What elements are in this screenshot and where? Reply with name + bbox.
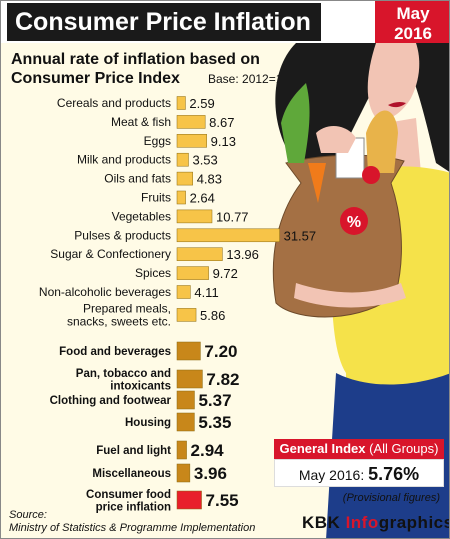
source-credit: Source: Ministry of Statistics & Program…	[9, 509, 255, 535]
bar-category-label: Cereals and products	[57, 96, 171, 110]
general-index-value: 5.76%	[368, 464, 420, 484]
bar-category-label: Oils and fats	[104, 172, 171, 186]
tomato-icon	[362, 166, 380, 184]
general-index-label-sub: (All Groups)	[369, 441, 439, 456]
bar-value-label: 13.96	[226, 247, 259, 262]
bar-category-label: Non-alcoholic beverages	[39, 285, 171, 299]
bar-category-label: Fruits	[141, 191, 171, 205]
bar-category-label: Consumer food price inflation	[86, 489, 171, 514]
bar-category-label: Clothing and footwear	[50, 395, 172, 407]
bar	[176, 152, 189, 167]
bar-category-label: Prepared meals, snacks, sweets etc.	[67, 301, 171, 328]
brand-tail: graphics	[378, 513, 450, 532]
bar-value-label: 4.11	[194, 285, 218, 300]
brand-main: KBK	[302, 513, 346, 532]
bar	[176, 115, 206, 129]
bread-icon	[366, 110, 398, 173]
bar-value-label: 31.57	[284, 228, 317, 243]
bar	[176, 285, 191, 299]
bar-value-label: 2.59	[189, 96, 214, 111]
bar	[176, 490, 202, 510]
bar-category-label: Eggs	[144, 134, 171, 148]
header-bar: Consumer Price Inflation	[1, 1, 449, 43]
bar	[176, 390, 195, 410]
bar	[176, 440, 187, 460]
bar	[176, 369, 203, 389]
bar-category-label: Food and beverages	[59, 346, 171, 358]
percent-icon	[340, 207, 368, 235]
bar	[176, 308, 197, 322]
bar-value-label: 2.94	[191, 441, 225, 460]
subtitle-line-1: Annual rate of inflation based on	[11, 51, 260, 68]
general-index-header: General Index (All Groups)	[274, 439, 444, 459]
bar-value-label: 9.72	[213, 266, 238, 281]
bar-value-label: 3.53	[192, 153, 217, 168]
bar-category-label: Sugar & Confectionery	[50, 247, 171, 261]
bar-category-label: Pulses & products	[74, 228, 171, 242]
bar	[176, 134, 207, 148]
chart-subtitle: Annual rate of inflation based on Consum…	[11, 50, 260, 88]
brand-accent: Info	[345, 513, 379, 532]
bar	[176, 209, 213, 224]
bar	[176, 266, 209, 280]
source-label: Source:	[9, 509, 47, 521]
general-index-box: General Index (All Groups) May 2016: 5.7…	[274, 439, 444, 509]
source-text: Ministry of Statistics & Programme Imple…	[9, 522, 256, 534]
celery-icon	[281, 83, 310, 163]
bar	[176, 412, 195, 432]
lips	[388, 101, 406, 108]
bar	[176, 96, 186, 110]
bar-value-label: 4.83	[197, 172, 222, 187]
bar-value-label: 8.67	[209, 115, 234, 130]
brand-logo: KBK Infographics	[302, 513, 450, 533]
hair-right	[396, 43, 449, 172]
bar-value-label: 3.96	[194, 464, 227, 483]
bar-category-label: Vegetables	[112, 209, 171, 223]
bar	[176, 341, 201, 361]
hand-shape	[316, 126, 356, 153]
date-year: 2016	[394, 24, 432, 43]
bar-value-label: 2.64	[190, 191, 215, 206]
bar	[176, 190, 186, 205]
bar-value-label: 9.13	[211, 134, 236, 149]
bar-value-label: 7.82	[206, 370, 239, 389]
bar-value-label: 5.35	[198, 413, 231, 432]
bar	[176, 463, 191, 483]
general-index-period: May 2016:	[298, 467, 365, 483]
bar-category-label: Spices	[135, 266, 171, 280]
bar	[176, 171, 193, 186]
general-index-label: General Index	[279, 441, 366, 456]
bar	[176, 247, 223, 261]
percent-glyph: %	[347, 214, 361, 231]
provisional-note: (Provisional figures)	[342, 492, 440, 504]
bar-category-label: Milk and products	[77, 153, 171, 167]
page-title: Consumer Price Inflation	[7, 3, 321, 41]
bar-category-label: Fuel and light	[96, 445, 171, 457]
bar-category-label: Miscellaneous	[92, 468, 171, 480]
bar-value-label: 5.37	[198, 391, 231, 410]
general-index-value-row: May 2016: 5.76%	[274, 459, 444, 487]
bar-category-label: Meat & fish	[111, 115, 171, 129]
date-month: May	[396, 4, 430, 23]
bar-value-label: 7.20	[204, 342, 237, 361]
bar-value-label: 7.55	[206, 491, 239, 510]
bar-category-label: Housing	[125, 417, 171, 429]
carrot-icon	[308, 163, 326, 203]
arm-shape	[294, 283, 406, 308]
bar-category-label: Pan, tobacco and intoxicants	[76, 368, 171, 393]
bar	[176, 228, 280, 243]
bar-value-label: 5.86	[200, 308, 225, 323]
date-badge: May 2016	[375, 1, 449, 47]
bar-value-label: 10.77	[216, 209, 249, 224]
base-note: Base: 2012=100	[208, 72, 296, 86]
subtitle-line-2: Consumer Price Index	[11, 70, 180, 87]
face-shape	[367, 43, 420, 120]
